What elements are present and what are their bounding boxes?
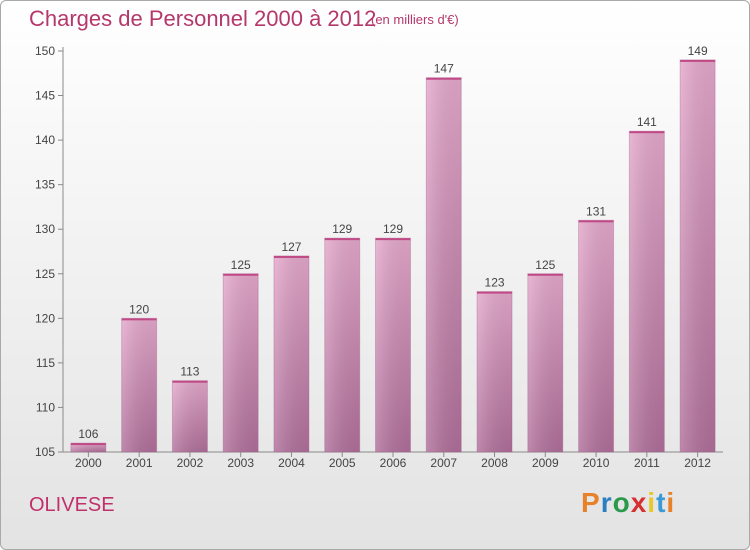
bar-top-edge (375, 238, 411, 241)
data-label: 141 (637, 115, 657, 129)
logo-letter: o (612, 487, 631, 518)
y-tick-label: 120 (35, 311, 55, 325)
logo-letter: i (647, 487, 657, 518)
bar-top-edge (477, 291, 513, 294)
x-tick-label: 2009 (532, 456, 559, 470)
bar-shade (527, 273, 564, 453)
data-label: 125 (231, 258, 251, 272)
data-label: 129 (383, 222, 403, 236)
x-tick-label: 2002 (177, 456, 204, 470)
bars-group (70, 59, 716, 453)
bar-top-edge (273, 255, 309, 258)
bar-shade (375, 237, 411, 453)
chart-subtitle: (en milliers d'€) (371, 12, 459, 27)
y-tick-label: 145 (35, 89, 55, 103)
x-tick-label: 2004 (278, 456, 305, 470)
x-tick-label: 2010 (583, 456, 610, 470)
data-label: 125 (535, 258, 555, 272)
logo-letter: r (600, 487, 613, 518)
x-tick-label: 2001 (126, 456, 153, 470)
y-tick-label: 135 (35, 178, 55, 192)
bar-top-edge (680, 59, 716, 62)
logo-letter: t (656, 487, 667, 518)
y-tick-label: 110 (36, 400, 55, 414)
bar-shade (578, 219, 615, 453)
data-label: 131 (586, 204, 606, 218)
bar-top-edge (426, 77, 462, 80)
bar-top-edge (527, 273, 563, 276)
logo-letter: i (666, 487, 676, 518)
bar-shade (425, 77, 462, 453)
axes: 105 110 115 120 125 130 135 140 145 150 (35, 44, 723, 459)
x-tick-label: 2012 (684, 456, 711, 470)
y-tick-label: 115 (36, 356, 55, 370)
bar-shade (222, 273, 259, 453)
data-label: 147 (434, 62, 454, 76)
bar-top-edge (172, 380, 208, 383)
bar-top-edge (70, 443, 106, 446)
y-tick-label: 125 (35, 267, 55, 281)
data-label: 127 (281, 240, 301, 254)
x-tick-label: 2005 (329, 456, 356, 470)
bar-shade (121, 317, 158, 453)
bar-top-edge (629, 131, 665, 134)
x-tick-label: 2011 (634, 456, 660, 470)
data-label: 129 (332, 222, 352, 236)
data-label: 113 (180, 365, 199, 379)
x-tick-label: 2008 (481, 456, 508, 470)
x-tick-label: 2000 (75, 456, 102, 470)
bar-shade (679, 59, 716, 453)
proxiti-logo: Proxiti (581, 487, 675, 519)
data-label: 120 (129, 302, 149, 316)
bar-top-edge (578, 220, 614, 223)
bar-shade (273, 255, 310, 453)
bar-shade (476, 291, 513, 453)
y-tick-label: 150 (35, 44, 55, 58)
bar-shade (171, 380, 208, 453)
chart-title: Charges de Personnel 2000 à 2012 (29, 6, 377, 31)
place-name: OLIVESE (29, 494, 115, 516)
data-label: 106 (78, 427, 98, 441)
data-label: 123 (485, 276, 505, 290)
logo-letter: x (630, 487, 648, 518)
labels-group: 2000 106 2001 120 2002 113 2003 125 2004 127 2005 1… (75, 44, 711, 470)
y-tick-label: 105 (35, 445, 55, 459)
bar-shade (324, 237, 361, 453)
bar-shade (628, 130, 665, 453)
bar-top-edge (324, 238, 360, 241)
y-tick-label: 130 (35, 222, 55, 236)
bar-top-edge (121, 318, 157, 321)
x-tick-label: 2007 (430, 456, 457, 470)
logo-letter: P (581, 487, 601, 518)
x-tick-label: 2003 (227, 456, 254, 470)
x-tick-label: 2006 (380, 456, 407, 470)
data-label: 149 (688, 44, 708, 58)
bar-top-edge (223, 273, 259, 276)
y-tick-label: 140 (35, 133, 55, 147)
